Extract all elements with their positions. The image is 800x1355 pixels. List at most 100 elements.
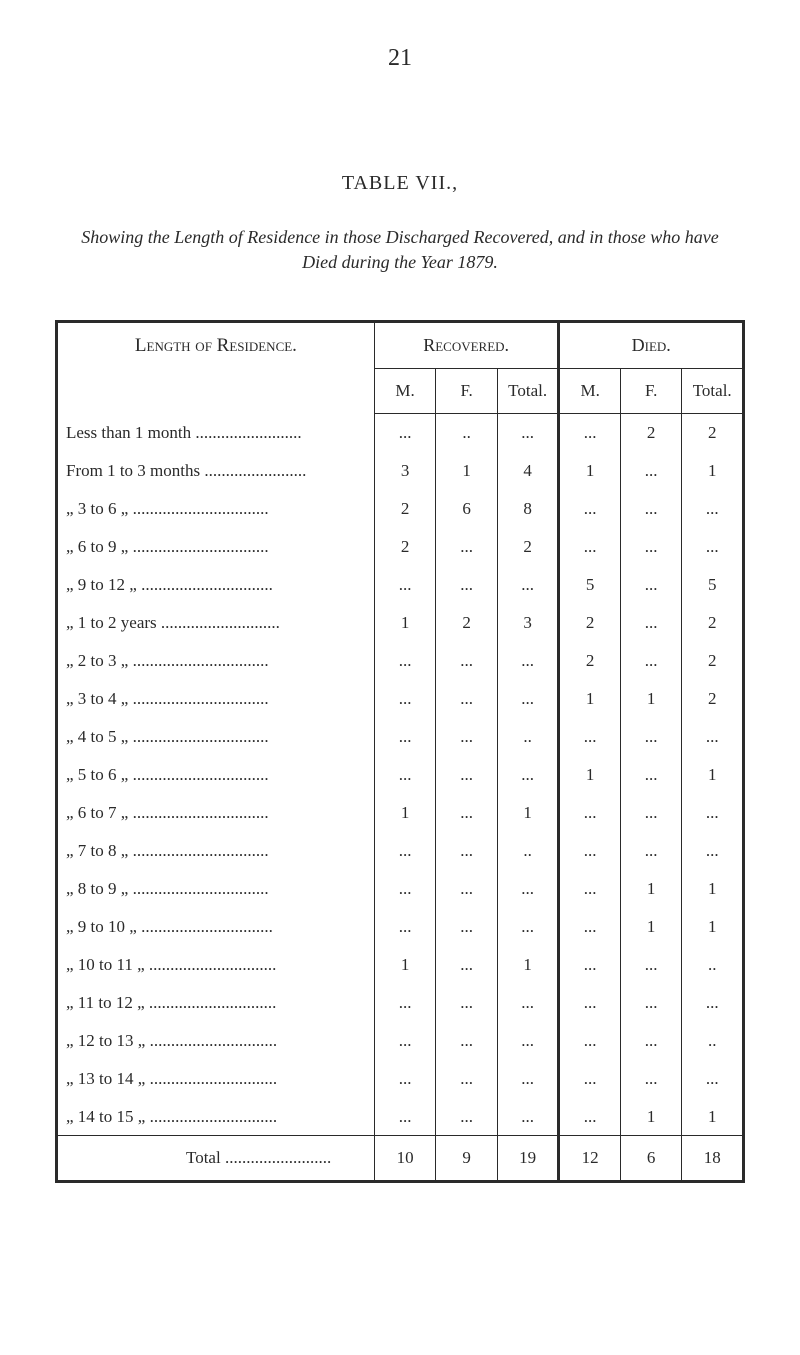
cell-died-m: ... [559,414,621,452]
table-row: From 1 to 3 months .....................… [57,452,744,490]
cell-died-total: ... [682,794,744,832]
cell-recovered-m: 1 [374,946,436,984]
row-label: „ 7 to 8 „ .............................… [57,832,375,870]
cell-recovered-m: 1 [374,794,436,832]
cell-died-total: ... [682,718,744,756]
cell-died-f: ... [620,604,682,642]
cell-recovered-total: 3 [497,604,559,642]
cell-died-m: ... [559,1022,621,1060]
cell-recovered-m: 2 [374,528,436,566]
cell-total-recovered-f: 9 [436,1136,498,1182]
cell-died-f: 2 [620,414,682,452]
cell-recovered-m: 2 [374,490,436,528]
row-label: „ 9 to 10 „ ............................… [57,908,375,946]
cell-recovered-f: ... [436,756,498,794]
cell-total-recovered-total: 19 [497,1136,559,1182]
table-row: „ 7 to 8 „ .............................… [57,832,744,870]
cell-died-m: ... [559,528,621,566]
cell-died-total: 1 [682,870,744,908]
header-recovered: Recovered. [374,322,559,369]
cell-died-m: ... [559,490,621,528]
cell-recovered-f: ... [436,984,498,1022]
cell-recovered-m: ... [374,680,436,718]
row-label: „ 1 to 2 years .........................… [57,604,375,642]
cell-recovered-m: ... [374,870,436,908]
table-row: „ 5 to 6 „ .............................… [57,756,744,794]
cell-died-f: ... [620,490,682,528]
cell-died-total: 1 [682,1098,744,1136]
cell-died-f: ... [620,1022,682,1060]
table-row: „ 11 to 12 „ ...........................… [57,984,744,1022]
row-label: „ 2 to 3 „ .............................… [57,642,375,680]
cell-recovered-total: ... [497,642,559,680]
subheader-died-f: F. [620,369,682,414]
cell-recovered-f: ... [436,832,498,870]
residence-table: Length of Residence. Recovered. Died. M.… [55,320,745,1183]
cell-died-m: ... [559,718,621,756]
cell-recovered-total: .. [497,718,559,756]
cell-died-total: 5 [682,566,744,604]
cell-recovered-m: ... [374,908,436,946]
cell-died-f: 1 [620,870,682,908]
cell-died-total: ... [682,984,744,1022]
cell-died-m: 1 [559,680,621,718]
cell-recovered-f: ... [436,642,498,680]
cell-died-total: ... [682,1060,744,1098]
cell-died-total: 1 [682,908,744,946]
cell-recovered-f: 2 [436,604,498,642]
cell-died-f: ... [620,946,682,984]
cell-died-f: 1 [620,1098,682,1136]
row-label: „ 5 to 6 „ .............................… [57,756,375,794]
table-row: „ 9 to 10 „ ............................… [57,908,744,946]
cell-recovered-total: ... [497,1060,559,1098]
table-row: „ 10 to 11 „ ...........................… [57,946,744,984]
row-label: „ 8 to 9 „ .............................… [57,870,375,908]
subheader-died-m: M. [559,369,621,414]
cell-recovered-total: ... [497,1022,559,1060]
cell-recovered-f: ... [436,1022,498,1060]
cell-died-m: ... [559,832,621,870]
cell-recovered-f: ... [436,946,498,984]
subheader-recovered-m: M. [374,369,436,414]
cell-died-m: ... [559,870,621,908]
table-row: „ 8 to 9 „ .............................… [57,870,744,908]
cell-died-f: ... [620,984,682,1022]
cell-recovered-m: ... [374,718,436,756]
cell-recovered-f: .. [436,414,498,452]
cell-recovered-m: ... [374,414,436,452]
cell-died-total: .. [682,1022,744,1060]
cell-recovered-f: ... [436,528,498,566]
table-row: „ 13 to 14 „ ...........................… [57,1060,744,1098]
cell-recovered-total: ... [497,680,559,718]
row-label: „ 4 to 5 „ .............................… [57,718,375,756]
cell-recovered-m: ... [374,642,436,680]
total-row: Total .........................109191261… [57,1136,744,1182]
cell-died-f: ... [620,1060,682,1098]
cell-recovered-total: ... [497,908,559,946]
row-label: „ 12 to 13 „ ...........................… [57,1022,375,1060]
cell-died-f: ... [620,528,682,566]
row-label: From 1 to 3 months .....................… [57,452,375,490]
cell-died-total: ... [682,832,744,870]
cell-recovered-total: ... [497,870,559,908]
cell-died-f: ... [620,452,682,490]
cell-died-total: 1 [682,452,744,490]
subheader-recovered-f: F. [436,369,498,414]
cell-died-total: .. [682,946,744,984]
cell-died-f: 1 [620,908,682,946]
cell-died-m: ... [559,794,621,832]
cell-recovered-f: ... [436,1098,498,1136]
cell-died-f: ... [620,794,682,832]
cell-total-died-f: 6 [620,1136,682,1182]
cell-died-m: 2 [559,642,621,680]
table-row: „ 3 to 6 „ .............................… [57,490,744,528]
cell-died-m: ... [559,984,621,1022]
cell-died-m: 2 [559,604,621,642]
cell-died-total: 2 [682,642,744,680]
table-row: „ 1 to 2 years .........................… [57,604,744,642]
cell-recovered-total: 8 [497,490,559,528]
cell-died-m: ... [559,1060,621,1098]
cell-died-m: ... [559,1098,621,1136]
cell-died-f: ... [620,718,682,756]
table-row: „ 9 to 12 „ ............................… [57,566,744,604]
